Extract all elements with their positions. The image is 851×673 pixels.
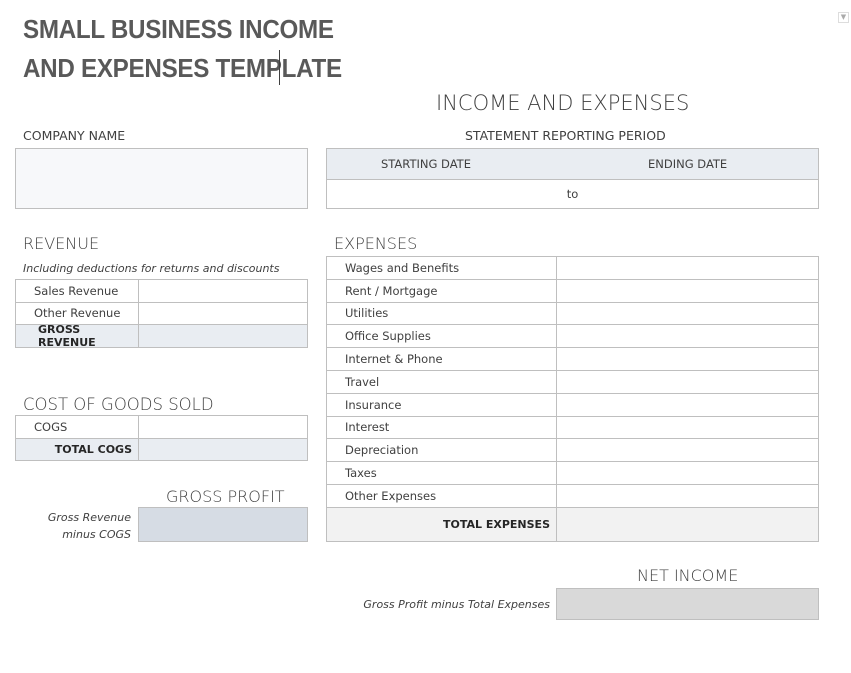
revenue-row-text: Sales Revenue	[34, 283, 119, 298]
total-cogs-value[interactable]	[138, 437, 308, 461]
expense-row-label: Taxes	[326, 461, 557, 485]
cogs-row-value[interactable]	[138, 415, 308, 439]
text-cursor	[279, 50, 280, 85]
expense-row-value[interactable]	[556, 461, 819, 485]
gross-profit-note-2: minus COGS	[62, 528, 131, 541]
main-heading: INCOME AND EXPENSES	[436, 91, 690, 115]
expense-row-text: Internet & Phone	[345, 352, 443, 367]
ending-date-label: ENDING DATE	[648, 157, 728, 171]
net-income-note: Gross Profit minus Total Expenses	[363, 598, 550, 611]
total-expenses-label: TOTAL EXPENSES	[326, 506, 557, 542]
expense-row-value[interactable]	[556, 415, 819, 440]
total-expenses-text: TOTAL EXPENSES	[443, 517, 550, 531]
expense-row-value[interactable]	[556, 301, 819, 326]
total-cogs-label: TOTAL COGS	[15, 437, 139, 461]
starting-date-label: STARTING DATE	[381, 157, 471, 171]
dropdown-arrow-icon[interactable]: ▼	[838, 12, 849, 23]
gross-profit-note: Gross Revenue minus COGS	[15, 509, 131, 543]
gross-profit-value[interactable]	[138, 507, 308, 542]
expense-row-text: Interest	[345, 420, 390, 435]
revenue-row-label: Other Revenue	[15, 301, 139, 325]
expense-row-value[interactable]	[556, 484, 819, 508]
revenue-row-value[interactable]	[138, 301, 308, 325]
revenue-heading: REVENUE	[23, 234, 100, 253]
expense-row-value[interactable]	[556, 392, 819, 417]
expense-row-label: Depreciation	[326, 438, 557, 463]
company-name-input[interactable]	[15, 148, 308, 209]
expense-row-text: Utilities	[345, 306, 389, 321]
cogs-heading: COST OF GOODS SOLD	[23, 395, 214, 414]
expense-row-label: Utilities	[326, 301, 557, 326]
expense-row-value[interactable]	[556, 324, 819, 349]
gross-profit-note-1: Gross Revenue	[47, 511, 131, 524]
expense-row-label: Internet & Phone	[326, 347, 557, 371]
gross-revenue-text: GROSS REVENUE	[38, 322, 96, 349]
period-header: STARTING DATE ENDING DATE	[326, 148, 819, 179]
expense-row-text: Insurance	[345, 397, 402, 412]
expenses-heading: EXPENSES	[334, 234, 418, 253]
expense-row-label: Office Supplies	[326, 324, 557, 349]
expense-row-label: Interest	[326, 415, 557, 440]
net-income-heading: NET INCOME	[637, 566, 739, 585]
expense-row-value[interactable]	[556, 347, 819, 371]
period-label: STATEMENT REPORTING PERIOD	[465, 128, 666, 143]
expense-row-label: Insurance	[326, 392, 557, 417]
revenue-row-label: Sales Revenue	[15, 279, 139, 303]
expense-row-text: Wages and Benefits	[345, 260, 460, 275]
company-name-label: COMPANY NAME	[23, 128, 126, 143]
expense-row-label: Travel	[326, 370, 557, 394]
expense-row-text: Office Supplies	[345, 329, 431, 344]
expense-row-text: Travel	[345, 374, 380, 389]
expense-row-label: Other Expenses	[326, 484, 557, 508]
total-expenses-value[interactable]	[556, 506, 819, 542]
expense-row-text: Depreciation	[345, 443, 419, 458]
expense-row-label: Wages and Benefits	[326, 256, 557, 280]
expense-row-text: Rent / Mortgage	[345, 283, 438, 298]
expense-row-label: Rent / Mortgage	[326, 278, 557, 303]
expense-row-text: Taxes	[345, 466, 377, 481]
title-line-2: AND EXPENSES TEMPLATE	[23, 53, 342, 83]
expense-row-value[interactable]	[556, 370, 819, 394]
net-income-value[interactable]	[556, 588, 819, 620]
gross-revenue-label: GROSS REVENUE	[15, 322, 139, 349]
revenue-note: Including deductions for returns and dis…	[23, 262, 280, 275]
gross-revenue-value[interactable]	[138, 324, 308, 348]
cogs-row-label: COGS	[15, 415, 139, 439]
expense-row-value[interactable]	[556, 256, 819, 280]
revenue-row-text: Other Revenue	[34, 306, 121, 321]
title-line-1: SMALL BUSINESS INCOME	[23, 14, 334, 44]
cogs-row-text: COGS	[34, 419, 68, 434]
period-separator: to	[566, 187, 579, 201]
total-cogs-text: TOTAL COGS	[54, 442, 132, 456]
gross-profit-heading: GROSS PROFIT	[166, 487, 285, 506]
expense-row-value[interactable]	[556, 438, 819, 463]
revenue-row-value[interactable]	[138, 279, 308, 303]
expense-row-text: Other Expenses	[345, 488, 437, 503]
expense-row-value[interactable]	[556, 278, 819, 303]
period-input-row[interactable]: to	[326, 179, 819, 209]
